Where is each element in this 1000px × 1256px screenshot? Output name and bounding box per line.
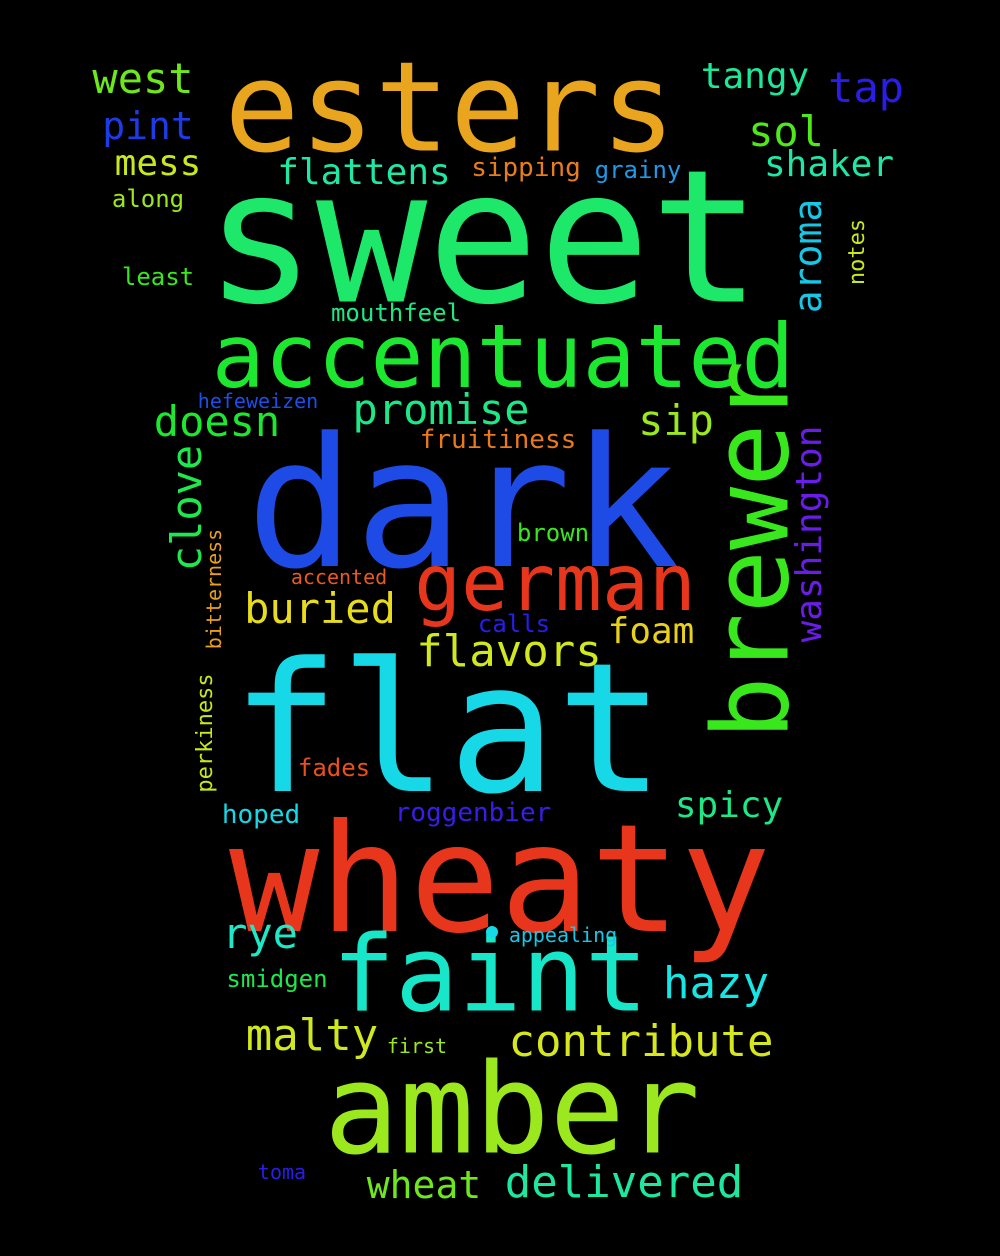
word-grainy: grainy: [594, 156, 682, 184]
word-accented: accented: [290, 565, 388, 589]
word-hazy: hazy: [663, 958, 769, 1009]
word-wheaty: wheaty: [229, 793, 771, 967]
word-accentuated: accentuated: [211, 305, 795, 408]
word-perkiness: perkiness: [193, 673, 218, 793]
word-shaker: shaker: [763, 144, 895, 185]
word-amber: amber: [323, 1037, 701, 1183]
word-german: german: [414, 539, 696, 629]
word-fruitiness: fruitiness: [419, 425, 577, 455]
word-sweet: sweet: [204, 129, 762, 346]
word-flat: flat: [231, 625, 665, 834]
word-pint: pint: [102, 104, 194, 148]
word-calls: calls: [477, 610, 551, 638]
word-flavors: flavors: [416, 626, 602, 677]
word-promise: promise: [352, 385, 530, 434]
word-fades: fades: [297, 754, 371, 782]
word-mess: mess: [114, 143, 202, 184]
word-smidgen: smidgen: [226, 965, 328, 993]
word-dark: dark: [246, 400, 680, 609]
word-washington: washington: [789, 425, 830, 643]
word-delivered: delivered: [504, 1157, 744, 1208]
word-west: west: [92, 54, 194, 103]
dot-mark: [486, 926, 498, 938]
word-contribute: contribute: [508, 1016, 774, 1067]
word-sol: sol: [748, 107, 824, 156]
word-along: along: [111, 185, 185, 213]
word-aroma: aroma: [786, 198, 830, 314]
word-first: first: [386, 1034, 448, 1058]
word-least: least: [121, 263, 195, 291]
word-flattens: flattens: [277, 152, 451, 193]
word-notes: notes: [845, 218, 870, 286]
word-wheat: wheat: [366, 1163, 482, 1207]
word-sipping: sipping: [471, 153, 581, 183]
word-hefeweizen: hefeweizen: [197, 389, 319, 413]
word-roggenbier: roggenbier: [394, 798, 552, 828]
word-sip: sip: [638, 396, 714, 445]
word-doesn: doesn: [153, 397, 281, 446]
word-mouthfeel: mouthfeel: [330, 299, 462, 327]
word-appealing: appealing: [508, 923, 618, 947]
word-buried: buried: [244, 584, 396, 633]
word-tap: tap: [828, 63, 904, 112]
word-faint: faint: [331, 913, 649, 1036]
word-tangy: tangy: [700, 56, 810, 97]
word-bitterness: bitterness: [202, 528, 226, 650]
word-rye: rye: [222, 909, 298, 958]
word-brown: brown: [516, 519, 590, 547]
word-hoped: hoped: [221, 800, 301, 830]
word-spicy: spicy: [674, 785, 784, 826]
word-foam: foam: [607, 611, 695, 652]
word-toma: toma: [257, 1160, 307, 1184]
word-malty: malty: [245, 1010, 379, 1061]
word-esters: esters: [224, 35, 676, 181]
